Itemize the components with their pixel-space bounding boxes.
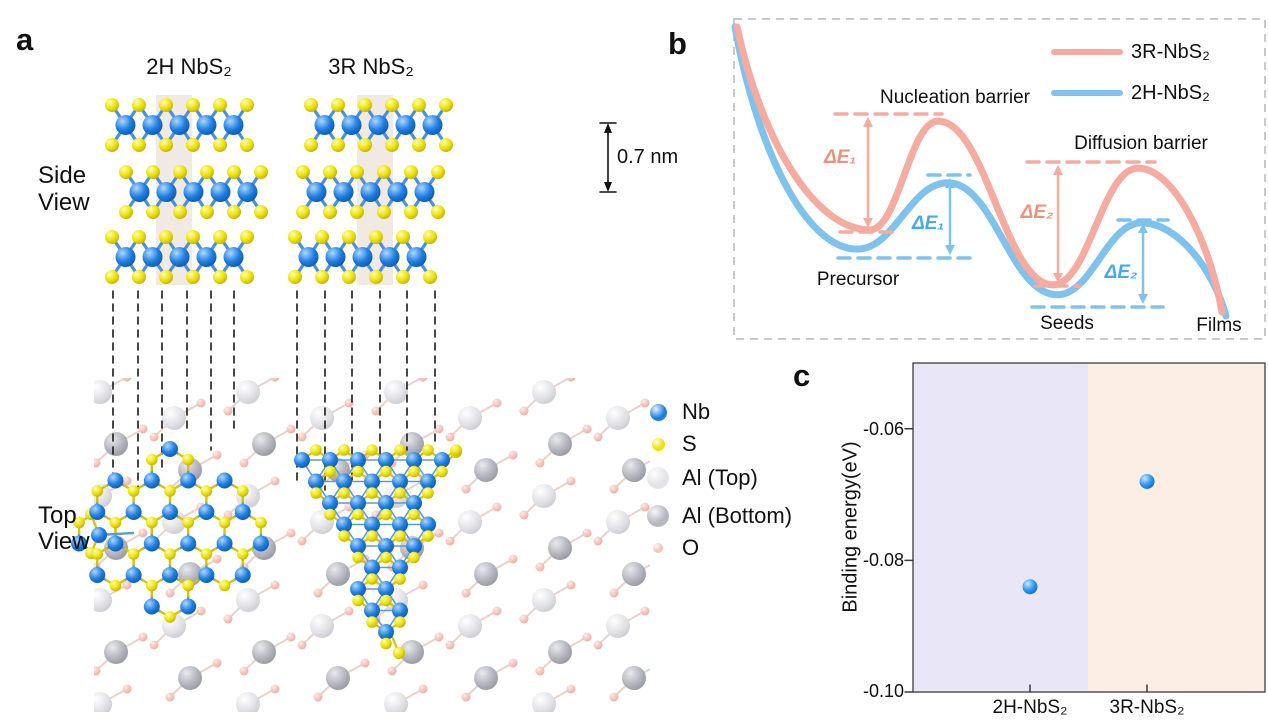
legend-label-al-bottom: Al (Bottom) [682,503,793,528]
side-view-label-line2: View [38,189,90,216]
legend-label-o: O [682,535,700,560]
b-panel-border [733,18,1266,340]
c-plot-border [912,362,1266,693]
panel-c-label: c [793,358,811,393]
top-view-label-line1: Top [38,502,77,529]
top-view-label-line2: View [38,528,90,555]
sideview-2h [105,98,268,284]
island-3r [294,444,462,659]
island-2h [71,441,269,623]
legend-item-o: O [646,535,699,561]
nb-atom-icon [646,403,670,421]
c-ytick-008: -0.08 [862,550,904,570]
sideview-3r [288,98,453,284]
c-ticks [904,428,1148,693]
delta-e1-3r-label: ΔE₁ [823,147,857,168]
precursor-label: Precursor [816,269,900,290]
nucleation-barrier-label: Nucleation barrier [880,87,1030,108]
legend-item-al-bottom: Al (Bottom) [646,503,792,529]
structure-title-3r: 3R NbS₂ [328,54,414,79]
al-bottom-atom-icon [646,505,670,527]
legend-item-al-top: Al (Top) [646,465,758,491]
films-label: Films [1196,315,1242,336]
c-band-right [1088,363,1265,692]
interlayer-distance-label: 0.7 nm [617,146,679,168]
b-curve-2h [731,23,1230,320]
legend-item-s: S [646,431,697,457]
c-ytick-010: -0.10 [862,681,904,701]
seeds-label: Seeds [1040,313,1094,334]
o-atom-icon [646,543,670,553]
panel-a-label: a [16,22,34,57]
b-delta-arrows [863,117,1148,304]
b-level-lines [833,112,1170,309]
legend-label-3r: 3R-NbS₂ [1131,41,1210,63]
c-xtick-3r: 3R-NbS₂ [1109,697,1185,718]
structure-title-2h: 2H NbS₂ [146,54,232,79]
legend-label-2h: 2H-NbS₂ [1131,82,1210,104]
delta-e2-2h-label: ΔE₂ [1104,262,1138,283]
c-xtick-2h: 2H-NbS₂ [992,697,1068,718]
side-view-label-line1: Side [38,162,87,189]
legend-label-al-top: Al (Top) [682,465,758,490]
s-atom-icon [646,437,670,451]
c-data-points [1022,473,1155,595]
c-ytick-006: -0.06 [862,419,904,439]
drop-lines [112,290,436,493]
al-top-atom-icon [646,467,670,489]
dimension-arrow [599,122,617,193]
delta-e1-2h-label: ΔE₁ [911,213,945,234]
legend-swatch-3r [1051,49,1123,55]
legend-label-s: S [682,431,697,456]
b-curve-3r [733,23,1226,316]
c-band-left [913,363,1088,692]
legend-item-nb: Nb [646,399,710,425]
diffusion-barrier-label: Diffusion barrier [1074,133,1208,154]
panel-b-label: b [668,26,687,61]
legend-label-nb: Nb [682,399,711,424]
substrate-lattice [94,378,650,712]
c-y-axis-title: Binding energy(eV) [839,441,862,613]
legend-swatch-2h [1051,90,1123,96]
delta-e2-3r-label: ΔE₂ [1020,202,1054,223]
